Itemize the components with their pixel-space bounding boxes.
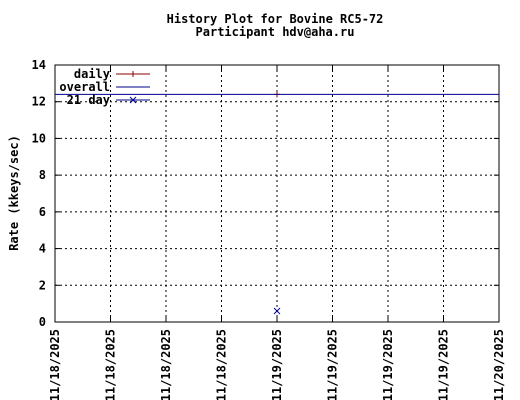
legend-label: 21 day (67, 93, 110, 107)
y-tick-label: 14 (32, 58, 46, 72)
x-tick-label: 11/18/2025 (159, 329, 173, 400)
x-tick-label: 11/18/2025 (104, 329, 118, 400)
chart-title: History Plot for Bovine RC5-72 (167, 12, 384, 26)
x-tick-label: 11/19/2025 (326, 329, 340, 400)
y-axis-label: Rate (kkeys/sec) (7, 135, 21, 251)
x-tick-label: 11/19/2025 (270, 329, 284, 400)
y-tick-label: 12 (32, 95, 46, 109)
tick-labels: 0 2 4 6 8 10 12 14 11/18/2025 11/18/2025 11/18/202… (32, 58, 506, 400)
legend-label: daily (74, 67, 110, 81)
y-tick-label: 4 (39, 242, 46, 256)
x-tick-label: 11/18/2025 (48, 329, 62, 400)
x-tick-label: 11/20/2025 (492, 329, 506, 400)
plot-frame (55, 65, 499, 322)
x-tick-label: 11/18/2025 (215, 329, 229, 400)
y-tick-label: 10 (32, 131, 46, 145)
x-tick-label: 11/19/2025 (437, 329, 451, 400)
axes (55, 65, 499, 322)
y-tick-label: 0 (39, 315, 46, 329)
y-tick-label: 6 (39, 205, 46, 219)
y-tick-label: 8 (39, 168, 46, 182)
grid-lines (55, 65, 499, 322)
x-tick-label: 11/19/2025 (381, 329, 395, 400)
chart-subtitle: Participant hdv@aha.ru (196, 25, 355, 39)
y-tick-label: 2 (39, 278, 46, 292)
legend-label: overall (59, 80, 110, 94)
